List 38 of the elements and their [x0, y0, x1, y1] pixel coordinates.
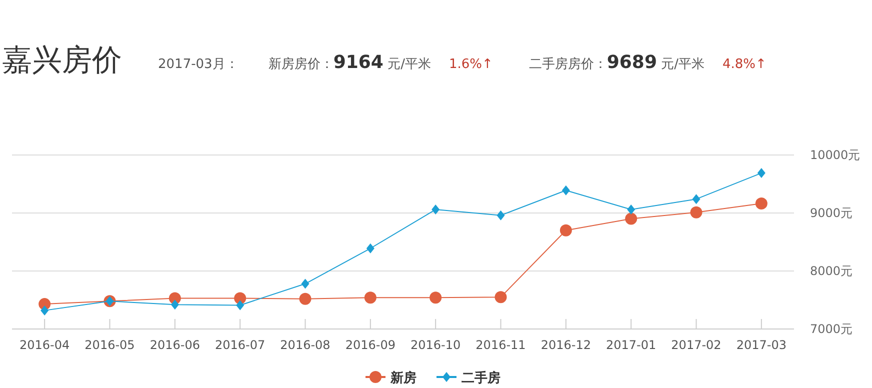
y-tick-label: 8000元 [810, 264, 853, 278]
x-tick-label: 2016-05 [84, 338, 135, 352]
point [755, 197, 768, 210]
x-tick-label: 2016-04 [20, 338, 70, 352]
point [496, 210, 505, 220]
point [757, 168, 766, 178]
x-tick-label: 2016-11 [476, 338, 526, 352]
point [692, 194, 700, 204]
point [170, 300, 179, 310]
point [625, 212, 638, 225]
y-tick-label: 9000元 [810, 206, 853, 220]
x-tick-label: 2017-03 [736, 338, 786, 352]
x-tick-label: 2016-12 [540, 338, 591, 352]
point [366, 243, 374, 254]
x-tick-label: 2016-08 [280, 338, 330, 352]
point [40, 305, 49, 316]
x-tick-label: 2016-06 [150, 338, 200, 352]
x-tick-label: 2016-09 [345, 338, 396, 352]
point [301, 278, 310, 289]
x-tick-label: 2016-07 [215, 338, 266, 352]
point [432, 204, 440, 215]
x-tick-label: 2017-02 [671, 338, 722, 352]
point [364, 292, 376, 304]
header: 嘉兴房价 2017-03月： 新房房价：9164 元/平米 1.6%↑ 二手房房价：9689 元/平米 4.8%↑ [2, 43, 766, 78]
point [236, 300, 244, 310]
point [562, 185, 570, 196]
point [560, 224, 572, 236]
x-tick-label: 2017-01 [606, 338, 656, 352]
point [430, 292, 442, 304]
x-tick-label: 2016-10 [410, 338, 461, 352]
y-tick-label: 10000元 [810, 148, 860, 162]
point [494, 291, 507, 304]
point [627, 204, 636, 215]
legend-label: 新房 [390, 370, 416, 386]
legend-label: 二手房 [462, 370, 500, 386]
point [299, 292, 312, 305]
y-tick-label: 7000元 [810, 322, 853, 336]
point [690, 206, 702, 218]
